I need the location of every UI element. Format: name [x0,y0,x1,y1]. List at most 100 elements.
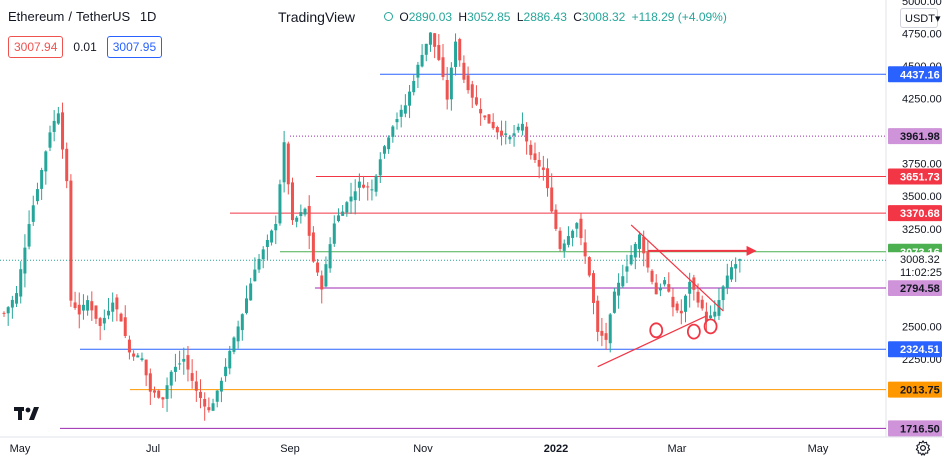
candle-body [466,75,470,91]
candle-body [207,407,211,411]
candle-body [119,313,123,322]
candle-body [658,288,662,291]
candle-body [562,243,566,251]
candle-body [336,215,340,222]
candle-body [240,314,244,331]
candle-body [449,67,453,100]
candle-body [303,208,307,215]
candle-body [203,398,207,407]
candle-body [688,281,692,294]
candle-body [395,119,399,123]
candle-body [621,276,625,287]
candle-body [612,291,616,313]
candle-body [81,304,85,311]
candle-body [161,397,165,400]
candle-body [123,317,127,336]
change-value: +118.29 (+4.09%) [631,10,727,24]
candle-body [61,112,65,150]
candle-body [650,270,654,282]
level-label-bg-2013.75 [888,381,942,398]
candle-body [282,142,286,183]
candle-body [474,97,478,105]
candle-body [349,196,353,202]
candle-body [679,310,683,314]
candle-body [525,126,529,142]
candle-body [228,350,232,369]
symbol-name[interactable]: Ethereum [8,9,65,24]
candle-body [596,300,600,332]
candle-body [249,283,253,301]
trade-panel: 3007.94 0.01 3007.95 [8,36,163,58]
x-tick-label: May [10,443,31,455]
candle-body [274,223,278,231]
quote-currency[interactable]: TetherUS [76,9,131,24]
gear-icon[interactable] [914,439,932,457]
candle-body [140,358,144,360]
candle-body [600,330,604,336]
candle-body [491,121,495,129]
candle-body [709,315,713,319]
timeframe-label[interactable]: 1D [139,9,157,24]
candle-body [663,280,667,285]
currency-selector[interactable]: USDT▾ [900,8,940,28]
candle-body [6,307,10,314]
candle-body [169,371,173,386]
candle-body [428,32,432,45]
candle-body [111,302,115,312]
candle-body [713,311,717,317]
candle-body [236,326,240,342]
level-label-1716.50: 1716.50 [900,423,940,435]
candle-body [56,113,60,124]
candle-body [15,293,19,304]
candle-body [320,275,324,290]
candle-body [27,224,31,247]
candle-body [642,236,646,254]
spread-value: 0.01 [73,40,97,54]
candle-body [399,109,403,117]
candle-body [77,304,81,315]
buy-button[interactable]: 3007.95 [106,36,163,58]
level-label-bg-3961.98 [888,128,942,145]
candle-body [362,184,366,188]
candle-body [69,180,73,301]
x-tick-label: May [808,443,829,455]
candle-body [65,148,69,182]
pattern-circle-5 [703,318,718,335]
candle-body [324,264,328,287]
candle-body [253,269,257,282]
candle-body [629,254,633,265]
candle-body [299,212,303,217]
candle-body [178,363,182,365]
level-label-bg-1716.50 [888,420,942,437]
symbol-header[interactable]: Ethereum / TetherUS 1D [8,9,156,24]
candle-body [721,286,725,301]
candle-body [546,168,550,189]
candle-body [52,120,56,132]
candle-body [391,126,395,137]
candle-body [107,310,111,316]
candle-body [592,273,596,303]
y-tick-label: 3250.00 [902,224,942,236]
candle-body [182,358,186,362]
level-label-bg-4437.16 [888,66,942,83]
candle-body [90,301,94,311]
status-dot-icon [384,12,393,21]
candle-body [94,305,98,319]
sell-button[interactable]: 3007.94 [8,36,64,58]
tradingview-logo-icon[interactable] [12,402,42,424]
y-tick-label: 5000.00 [902,0,942,8]
candle-body [387,137,391,150]
candle-body [44,151,48,172]
candle-body [127,339,131,353]
close-label: C [573,10,582,24]
open-label: O [399,10,409,24]
candle-body [583,242,587,257]
candle-body [483,115,487,118]
candle-body [533,153,537,161]
candle-body [295,217,299,222]
candle-body [219,380,223,392]
candle-body [550,187,554,212]
candle-body [265,239,269,247]
low-value: 2886.43 [523,10,567,24]
